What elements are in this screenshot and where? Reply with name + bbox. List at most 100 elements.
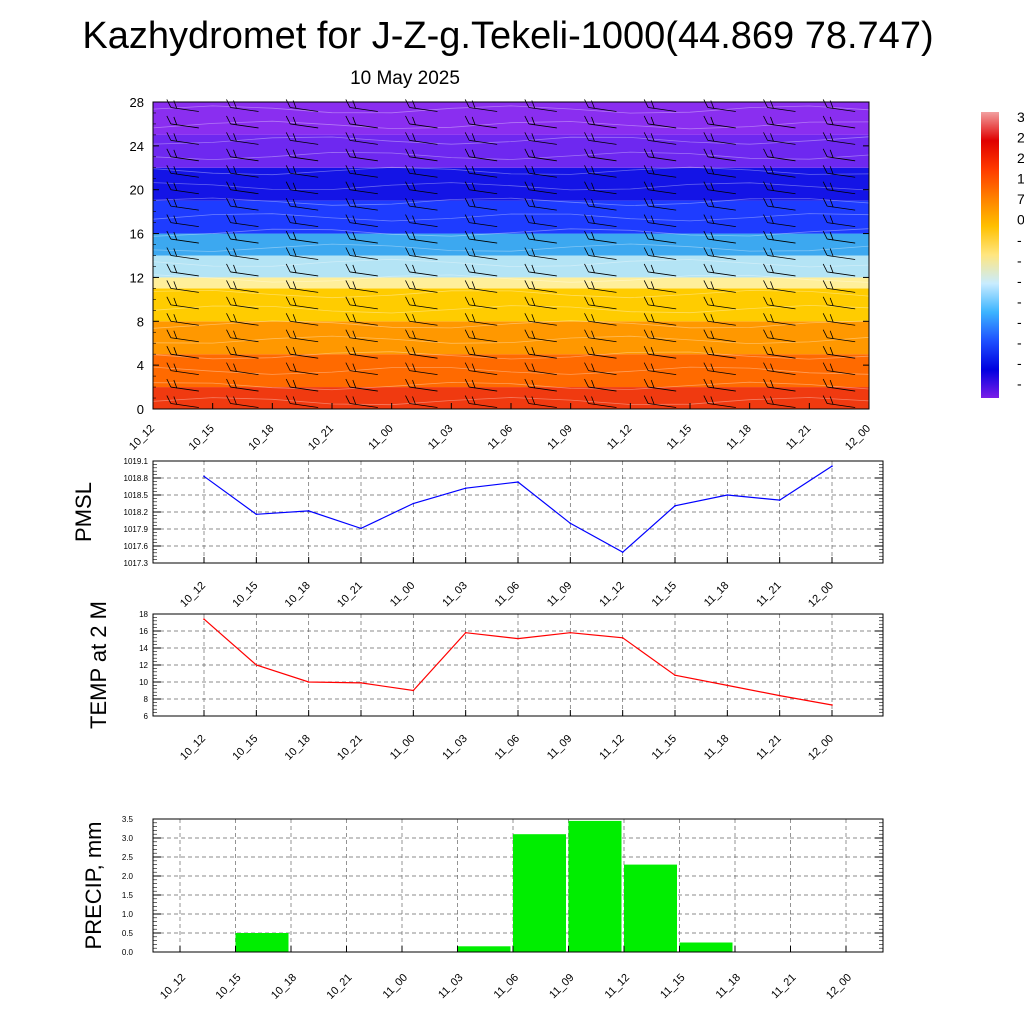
wind-barb-flag: [405, 148, 410, 158]
wind-barb-shaft: [588, 172, 617, 178]
wind-barb-flag: [412, 166, 416, 175]
x-tick-label: 11_09: [547, 972, 577, 1002]
wind-barb-shaft: [230, 205, 259, 211]
wind-barb-flag: [703, 313, 709, 322]
temp-2m-panel: 6 8 10 12 14 16 18 10_12 10_15 10_18 10_21 11_00 11_…: [86, 601, 884, 763]
wind-barb-shaft: [469, 205, 498, 211]
colorbar-label: -: [1017, 355, 1022, 371]
wind-barb-shaft: [707, 353, 736, 359]
wind-barb-flag: [703, 247, 709, 256]
colorbar-label: -: [1017, 253, 1022, 269]
wind-barb-flag: [829, 281, 834, 290]
wind-barb-shaft: [648, 238, 677, 244]
wind-barb-flag: [464, 165, 470, 174]
wind-barb-flag: [352, 248, 357, 257]
wind-barb-flag: [464, 181, 470, 190]
wind-barb-shaft: [707, 123, 736, 129]
wind-barb-flag: [412, 314, 416, 323]
wind-barb-shaft: [707, 386, 736, 392]
wind-barb-flag: [352, 379, 357, 389]
precip-bar: [513, 834, 566, 952]
wind-barb-flag: [352, 314, 357, 323]
wind-barb-flag: [770, 231, 774, 241]
x-tick-label: 10_12: [178, 733, 208, 763]
wind-barb-flag: [524, 362, 530, 371]
wind-barb-flag: [166, 362, 172, 371]
data-point: [831, 704, 833, 706]
wind-barb-flag: [292, 166, 297, 175]
wind-barb-flag: [405, 378, 410, 388]
colorbar-label: 3: [1017, 109, 1024, 125]
wind-barb-flag: [770, 133, 774, 142]
wind-barb-shaft: [588, 403, 617, 408]
wind-barb-flag: [531, 248, 536, 257]
wind-barb-flag: [829, 347, 834, 356]
wind-barb-flag: [464, 230, 470, 240]
wind-barb-flag: [703, 165, 709, 174]
colorbar-label: 2: [1017, 150, 1024, 166]
wind-barb-flag: [770, 149, 774, 158]
wind-barb-shaft: [170, 255, 199, 260]
wind-barb-flag: [471, 215, 476, 224]
heatmap-layer-10: [153, 102, 869, 135]
wind-barb-flag: [531, 264, 536, 274]
wind-barb-shaft: [767, 337, 796, 343]
wind-barb-shaft: [707, 320, 736, 326]
wind-barb-flag: [703, 263, 709, 273]
wind-barb-shaft: [469, 320, 498, 326]
wind-barb-flag: [292, 281, 297, 290]
wind-barb-flag: [584, 296, 589, 306]
wind-barb-flag: [829, 231, 834, 241]
wind-barb-flag: [471, 330, 476, 339]
wind-barb-shaft: [648, 189, 677, 195]
wind-barb-shaft: [827, 353, 856, 359]
wind-barb-shaft: [170, 205, 199, 211]
wind-barb-flag: [643, 313, 649, 322]
wind-barb-shaft: [170, 172, 199, 178]
wind-barb-shaft: [349, 107, 378, 112]
x-tick-label: 10_15: [214, 972, 244, 1002]
heatmap-layer-9: [153, 134, 869, 168]
wind-barb-shaft: [707, 172, 736, 178]
wind-barb-shaft: [290, 222, 319, 228]
wind-barb-flag: [524, 115, 530, 125]
wind-barb-flag: [405, 395, 410, 404]
wind-barb-shaft: [827, 386, 856, 392]
wind-barb-flag: [703, 214, 709, 223]
wind-barb-flag: [226, 280, 231, 289]
wind-barb-flag: [822, 296, 828, 306]
wind-barb-flag: [770, 182, 774, 191]
wind-barb-flag: [173, 116, 178, 126]
wind-barb-flag: [464, 280, 470, 289]
x-tick-label: 10_12: [178, 580, 208, 610]
wind-barb-flag: [584, 115, 589, 125]
wind-barb-shaft: [767, 107, 796, 112]
wind-barb-flag: [464, 296, 470, 306]
wind-barb-flag: [650, 264, 655, 274]
wind-barb-shaft: [767, 255, 796, 260]
wind-barb-shaft: [707, 271, 736, 277]
wind-barb-shaft: [409, 255, 438, 260]
wind-barb-flag: [703, 197, 709, 207]
wind-barb-shaft: [648, 353, 677, 359]
pmsl-panel: 1017.3 1017.6 1017.9 1018.2 1018.5 1018.8 1019…: [71, 457, 884, 610]
wind-barb-shaft: [469, 172, 498, 178]
wind-barb-flag: [412, 199, 416, 208]
x-tick-label: 11_09: [545, 423, 575, 453]
wind-barb-flag: [710, 133, 715, 142]
data-point: [569, 522, 572, 525]
wind-barb-flag: [405, 230, 410, 240]
wind-barb-shaft: [767, 222, 796, 228]
wind-barb-flag: [345, 313, 351, 322]
wind-barb-shaft: [528, 287, 557, 293]
wind-barb-shaft: [528, 156, 557, 162]
wind-barb-flag: [166, 181, 172, 190]
wind-barb-shaft: [528, 123, 557, 129]
x-tick-label: 10_15: [187, 423, 217, 453]
wind-barb-flag: [464, 197, 470, 207]
wind-barb-flag: [584, 214, 589, 223]
wind-barb-shaft: [707, 255, 736, 260]
contour-line: [152, 304, 870, 314]
wind-barb-flag: [591, 133, 595, 142]
precip-bar: [568, 820, 622, 952]
